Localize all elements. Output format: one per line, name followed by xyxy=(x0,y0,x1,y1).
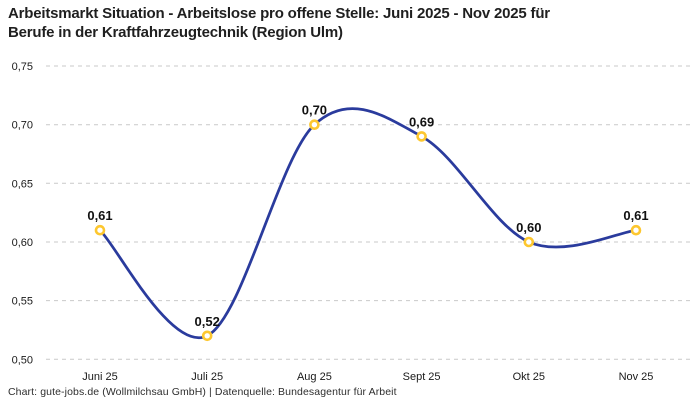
data-point-marker xyxy=(94,224,106,236)
data-point-marker xyxy=(201,330,213,342)
chart-title-line1: Arbeitsmarkt Situation - Arbeitslose pro… xyxy=(8,5,550,22)
y-tick-label: 0,50 xyxy=(12,354,33,366)
x-tick-label: Juni 25 xyxy=(82,371,117,383)
data-point-marker xyxy=(309,119,320,130)
data-point-marker xyxy=(630,224,642,236)
x-tick-label: Nov 25 xyxy=(619,371,654,383)
data-point-marker xyxy=(523,236,535,248)
data-point-marker xyxy=(416,131,427,142)
y-tick-label: 0,65 xyxy=(12,178,33,190)
y-tick-label: 0,60 xyxy=(12,237,33,249)
x-tick-label: Aug 25 xyxy=(297,371,332,383)
chart-title: Arbeitsmarkt Situation - Arbeitslose pro… xyxy=(8,4,656,42)
data-point-label: 0,70 xyxy=(302,103,327,118)
data-point-label: 0,69 xyxy=(409,114,434,129)
y-tick-label: 0,75 xyxy=(12,61,33,73)
data-point-label: 0,52 xyxy=(195,314,220,329)
x-tick-label: Juli 25 xyxy=(191,371,223,383)
data-line xyxy=(98,107,638,340)
data-point-label: 0,60 xyxy=(516,220,541,235)
y-tick-label: 0,55 xyxy=(12,296,33,308)
data-point-label: 0,61 xyxy=(623,208,648,223)
chart-title-line2: Berufe in der Kraftfahrzeugtechnik (Regi… xyxy=(8,24,343,41)
chart-credit: Chart: gute-jobs.de (Wollmilchsau GmbH) … xyxy=(8,386,397,398)
data-point-label: 0,61 xyxy=(87,208,112,223)
y-tick-label: 0,70 xyxy=(12,120,33,132)
x-tick-label: Okt 25 xyxy=(513,371,545,383)
x-tick-label: Sept 25 xyxy=(403,371,441,383)
